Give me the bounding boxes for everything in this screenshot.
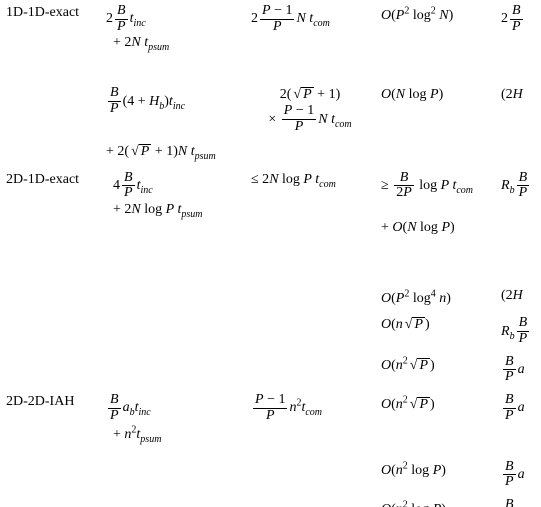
table-row: O(n2 log P) BPa bbox=[0, 494, 541, 507]
cell-math: O(n2P) bbox=[375, 389, 495, 450]
cell-math: RbBP bbox=[495, 167, 541, 242]
table-row: BP(4 + Hb)tinc 2(P + 1) × P − 1PN tcom O… bbox=[0, 82, 541, 139]
table-row bbox=[0, 241, 541, 283]
cell-math: 2(P + 1) × P − 1PN tcom bbox=[245, 82, 375, 139]
cell-math: (2H bbox=[495, 283, 541, 312]
table-row: O(n2 log P) BPa bbox=[0, 450, 541, 494]
cell-math: O(N log P) bbox=[375, 82, 495, 139]
cell-math: O(n2P) bbox=[375, 351, 495, 389]
table-row: 2D-2D-IAH BPabtinc + n2tpsum P − 1Pn2tco… bbox=[0, 389, 541, 450]
cell-math: 2P − 1PN tcom bbox=[245, 0, 375, 58]
cell-math: O(P2 log4 n) bbox=[375, 283, 495, 312]
cell-math: BPa bbox=[495, 389, 541, 450]
table-row: + 2(P + 1)N tpsum bbox=[0, 139, 541, 167]
row-label: 2D-2D-IAH bbox=[0, 389, 100, 450]
table-row bbox=[0, 58, 541, 82]
cell-math: ≥ B2P log P tcom + O(N log P) bbox=[375, 167, 495, 242]
cell-math: P − 1Pn2tcom bbox=[245, 389, 375, 450]
cell-math: BPa bbox=[495, 450, 541, 494]
cell-math: ≤ 2N log P tcom bbox=[245, 167, 375, 242]
cell-math: (2H bbox=[495, 82, 541, 139]
cell-math: O(n2 log P) bbox=[375, 450, 495, 494]
cell-math: BPa bbox=[495, 494, 541, 507]
cell-math: 2BP bbox=[495, 0, 541, 58]
cell-math: BPa bbox=[495, 351, 541, 389]
cell-math: 2BPtinc + 2N tpsum bbox=[100, 0, 245, 58]
cell-math: O(n2 log P) bbox=[375, 494, 495, 507]
table-row: 2D-1D-exact 4BPtinc + 2N log P tpsum ≤ 2… bbox=[0, 167, 541, 242]
cell-math: 4BPtinc + 2N log P tpsum bbox=[100, 167, 245, 242]
table-row: O(P2 log4 n) (2H bbox=[0, 283, 541, 312]
table-row: 1D-1D-exact 2BPtinc + 2N tpsum 2P − 1PN … bbox=[0, 0, 541, 58]
table-row: O(nP) RbBP bbox=[0, 312, 541, 350]
cell-math: RbBP bbox=[495, 312, 541, 350]
table-row: O(n2P) BPa bbox=[0, 351, 541, 389]
cell-math: + 2(P + 1)N tpsum bbox=[100, 139, 245, 167]
row-label: 2D-1D-exact bbox=[0, 167, 100, 242]
row-label: 1D-1D-exact bbox=[0, 0, 100, 58]
cell-math: O(nP) bbox=[375, 312, 495, 350]
row-label bbox=[0, 82, 100, 139]
cell-math: BP(4 + Hb)tinc bbox=[100, 82, 245, 139]
cell-math: O(P2 log2 N) bbox=[375, 0, 495, 58]
cell-math: BPabtinc + n2tpsum bbox=[100, 389, 245, 450]
complexity-table: 1D-1D-exact 2BPtinc + 2N tpsum 2P − 1PN … bbox=[0, 0, 541, 507]
